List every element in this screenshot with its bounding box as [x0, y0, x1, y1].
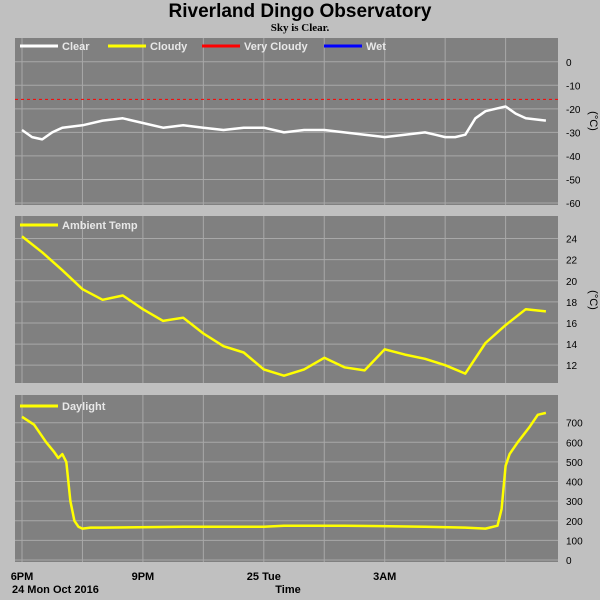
y-tick-label: 20: [566, 277, 578, 288]
legend-ambient-label: Ambient Temp: [62, 220, 138, 232]
daylight-y-ticks: 700 600 500 400 300 200 100 0: [566, 419, 583, 567]
ambient-series: [21, 235, 547, 377]
y-tick-label: 16: [566, 319, 578, 330]
ambient-series-line: [21, 235, 547, 377]
y-tick-label: 100: [566, 536, 583, 547]
legend-clear-label: Clear: [62, 41, 90, 53]
daylight-series-line: [21, 411, 547, 530]
x-axis-ticks: 6PM 9PM 25 Tue 3AM: [11, 571, 397, 583]
x-axis-label: Time: [275, 584, 300, 596]
cloud-series-line: [21, 105, 547, 141]
ambient-grid: [15, 216, 558, 383]
y-tick-label: 14: [566, 340, 578, 351]
y-tick-label: 0: [566, 58, 572, 69]
ambient-legend: Ambient Temp: [20, 220, 138, 232]
y-tick-label: 400: [566, 478, 583, 489]
y-tick-label: 700: [566, 419, 583, 430]
y-tick-label: 300: [566, 497, 583, 508]
daylight-panel: 700 600 500 400 300 200 100 0 Daylight: [15, 395, 583, 567]
legend-wet-label: Wet: [366, 41, 386, 53]
daylight-legend: Daylight: [20, 401, 106, 413]
cloud-series: [15, 98, 558, 141]
y-tick-label: 18: [566, 298, 578, 309]
daylight-panel-bg: [15, 395, 558, 562]
x-tick-label: 6PM: [11, 571, 34, 583]
y-tick-label: 12: [566, 361, 578, 372]
y-tick-label: -60: [566, 199, 581, 210]
x-tick-label: 3AM: [373, 571, 396, 583]
y-tick-label: 200: [566, 517, 583, 528]
date-label: 24 Mon Oct 2016: [12, 584, 99, 596]
legend-very-cloudy-label: Very Cloudy: [244, 41, 308, 53]
y-tick-label: 22: [566, 256, 578, 267]
ambient-unit-label: (°C): [587, 290, 599, 310]
x-tick-label: 25 Tue: [247, 571, 281, 583]
cloud-panel: 0 -10 -20 -30 -40 -50 -60 Clear Cloudy Very Cl…: [15, 38, 599, 210]
cloud-y-ticks: 0 -10 -20 -30 -40 -50 -60: [566, 58, 581, 210]
y-tick-label: -30: [566, 128, 581, 139]
y-tick-label: 24: [566, 235, 578, 246]
y-tick-label: -50: [566, 175, 581, 186]
sky-status: Sky is Clear.: [270, 22, 330, 34]
daylight-series: [21, 411, 547, 530]
legend-daylight-label: Daylight: [62, 401, 106, 413]
y-tick-label: 500: [566, 458, 583, 469]
ambient-panel: 24 22 20 18 16 14 12 Ambient Temp (°C): [15, 216, 599, 383]
y-tick-label: -40: [566, 152, 581, 163]
y-tick-label: 600: [566, 438, 583, 449]
chart-title: Riverland Dingo Observatory: [168, 1, 432, 22]
ambient-y-ticks: 24 22 20 18 16 14 12: [566, 235, 578, 373]
cloud-grid: [15, 38, 558, 205]
legend-cloudy-label: Cloudy: [150, 41, 188, 53]
y-tick-label: 0: [566, 556, 572, 567]
y-tick-label: -20: [566, 105, 581, 116]
daylight-grid: [15, 395, 558, 562]
x-tick-label: 9PM: [132, 571, 155, 583]
y-tick-label: -10: [566, 81, 581, 92]
cloud-unit-label: (°C): [587, 111, 599, 131]
cloud-legend: Clear Cloudy Very Cloudy Wet: [20, 41, 386, 53]
